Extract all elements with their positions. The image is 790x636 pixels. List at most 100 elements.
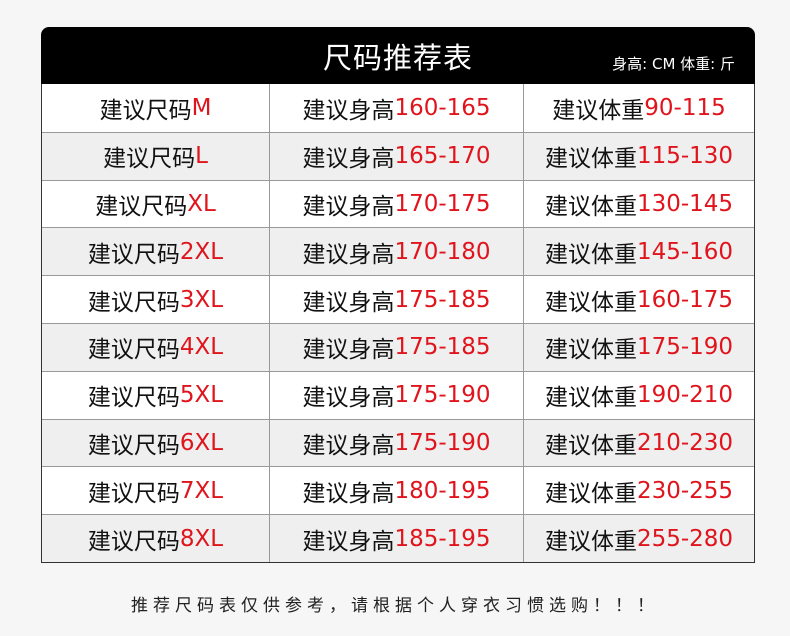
size-label: 建议尺码 [87,337,180,364]
height-label: 建议身高 [302,193,395,220]
height-label: 建议身高 [302,289,395,316]
size-label: 建议尺码 [87,289,180,316]
height-value: 185-195 [394,525,491,552]
size-cell: 建议尺码 6XL [42,420,269,467]
size-label: 建议尺码 [103,146,196,173]
height-value: 170-175 [394,190,491,217]
weight-cell: 建议体重 190-210 [523,371,754,419]
weight-label: 建议体重 [544,480,637,507]
weight-cell: 建议体重 160-175 [523,276,754,323]
size-label: 建议尺码 [99,97,192,124]
size-value: XL [187,190,216,217]
size-cell: 建议尺码 L [42,133,269,180]
table-row: 建议尺码 XL 建议身高 170-175 建议体重 130-145 [42,179,754,228]
height-cell: 建议身高 175-190 [269,371,523,419]
weight-value: 160-175 [636,286,734,313]
height-label: 建议身高 [302,432,395,459]
weight-label: 建议体重 [544,193,637,220]
height-cell: 建议身高 175-190 [269,419,523,467]
height-cell: 建议身高 170-175 [269,180,523,228]
size-cell: 建议尺码 5XL [42,372,269,419]
height-label: 建议身高 [302,241,395,268]
height-value: 175-190 [394,382,491,409]
height-cell: 建议身高 170-180 [269,228,523,276]
weight-cell: 建议体重 210-230 [523,419,754,467]
weight-value: 230-255 [636,477,734,504]
weight-label: 建议体重 [544,432,637,459]
height-label: 建议身高 [302,480,395,507]
weight-cell: 建议体重 255-280 [523,515,754,562]
size-cell: 建议尺码 XL [42,181,269,228]
size-label: 建议尺码 [87,432,180,459]
weight-value: 130-145 [636,190,734,217]
size-value: 6XL [179,429,224,456]
size-cell: 建议尺码 4XL [42,324,269,371]
height-cell: 建议身高 175-185 [269,276,523,323]
size-cell: 建议尺码 7XL [42,467,269,514]
weight-label: 建议体重 [544,385,637,412]
weight-label: 建议体重 [552,97,645,124]
weight-cell: 建议体重 145-160 [523,228,754,276]
size-table: 建议尺码 M 建议身高 160-165 建议体重 90-115 建议尺码 L 建议身高 165-1… [41,84,755,563]
size-cell: 建议尺码 2XL [42,228,269,275]
weight-value: 90-115 [644,94,726,121]
weight-value: 255-280 [636,525,734,552]
table-row: 建议尺码 M 建议身高 160-165 建议体重 90-115 [42,84,754,132]
size-cell: 建议尺码 8XL [42,515,269,562]
weight-label: 建议体重 [544,289,637,316]
weight-cell: 建议体重 130-145 [523,180,754,228]
height-cell: 建议身高 185-195 [269,515,523,562]
height-value: 175-185 [394,286,491,313]
weight-value: 115-130 [636,143,734,170]
size-value: 2XL [179,238,224,265]
table-row: 建议尺码 4XL 建议身高 175-185 建议体重 175-190 [42,322,754,371]
weight-value: 175-190 [636,334,734,361]
height-cell: 建议身高 160-165 [269,84,523,132]
weight-cell: 建议体重 90-115 [523,84,754,132]
weight-value: 190-210 [636,382,734,409]
height-cell: 建议身高 175-185 [269,323,523,371]
table-row: 建议尺码 2XL 建议身高 170-180 建议体重 145-160 [42,227,754,276]
height-label: 建议身高 [302,97,395,124]
table-row: 建议尺码 3XL 建议身高 175-185 建议体重 160-175 [42,275,754,323]
table-row: 建议尺码 6XL 建议身高 175-190 建议体重 210-230 [42,418,754,467]
height-value: 160-165 [394,94,491,121]
height-label: 建议身高 [302,385,395,412]
height-cell: 建议身高 165-170 [269,132,523,180]
size-label: 建议尺码 [87,528,180,555]
size-label: 建议尺码 [87,385,180,412]
weight-cell: 建议体重 115-130 [523,132,754,180]
size-label: 建议尺码 [87,480,180,507]
height-value: 175-190 [394,429,491,456]
table-row: 建议尺码 7XL 建议身高 180-195 建议体重 230-255 [42,466,754,515]
page-title: 尺码推荐表 [322,41,473,75]
size-value: 8XL [179,525,224,552]
weight-cell: 建议体重 230-255 [523,467,754,515]
table-row: 建议尺码 5XL 建议身高 175-190 建议体重 190-210 [42,370,754,419]
size-label: 建议尺码 [87,241,180,268]
size-value: 5XL [179,382,224,409]
weight-label: 建议体重 [544,528,637,555]
size-value: 7XL [179,477,224,504]
height-label: 建议身高 [302,528,395,555]
height-label: 建议身高 [302,337,395,364]
height-value: 165-170 [394,143,491,170]
weight-cell: 建议体重 175-190 [523,323,754,371]
weight-label: 建议体重 [544,337,637,364]
table-header: 尺码推荐表 身高: CM 体重: 斤 [41,27,755,84]
weight-label: 建议体重 [544,241,637,268]
table-row: 建议尺码 8XL 建议身高 185-195 建议体重 255-280 [42,514,754,562]
size-value: M [191,94,212,121]
size-value: L [195,143,208,170]
size-cell: 建议尺码 M [42,84,269,132]
weight-value: 210-230 [636,429,734,456]
size-value: 4XL [179,334,224,361]
height-cell: 建议身高 180-195 [269,467,523,515]
footer-note: 推荐尺码表仅供参考，请根据个人穿衣习惯选购！！！ [131,596,659,616]
height-value: 175-185 [394,334,491,361]
table-row: 建议尺码 L 建议身高 165-170 建议体重 115-130 [42,131,754,180]
height-value: 180-195 [394,477,491,504]
size-value: 3XL [179,286,224,313]
height-label: 建议身高 [302,146,395,173]
weight-label: 建议体重 [544,146,637,173]
